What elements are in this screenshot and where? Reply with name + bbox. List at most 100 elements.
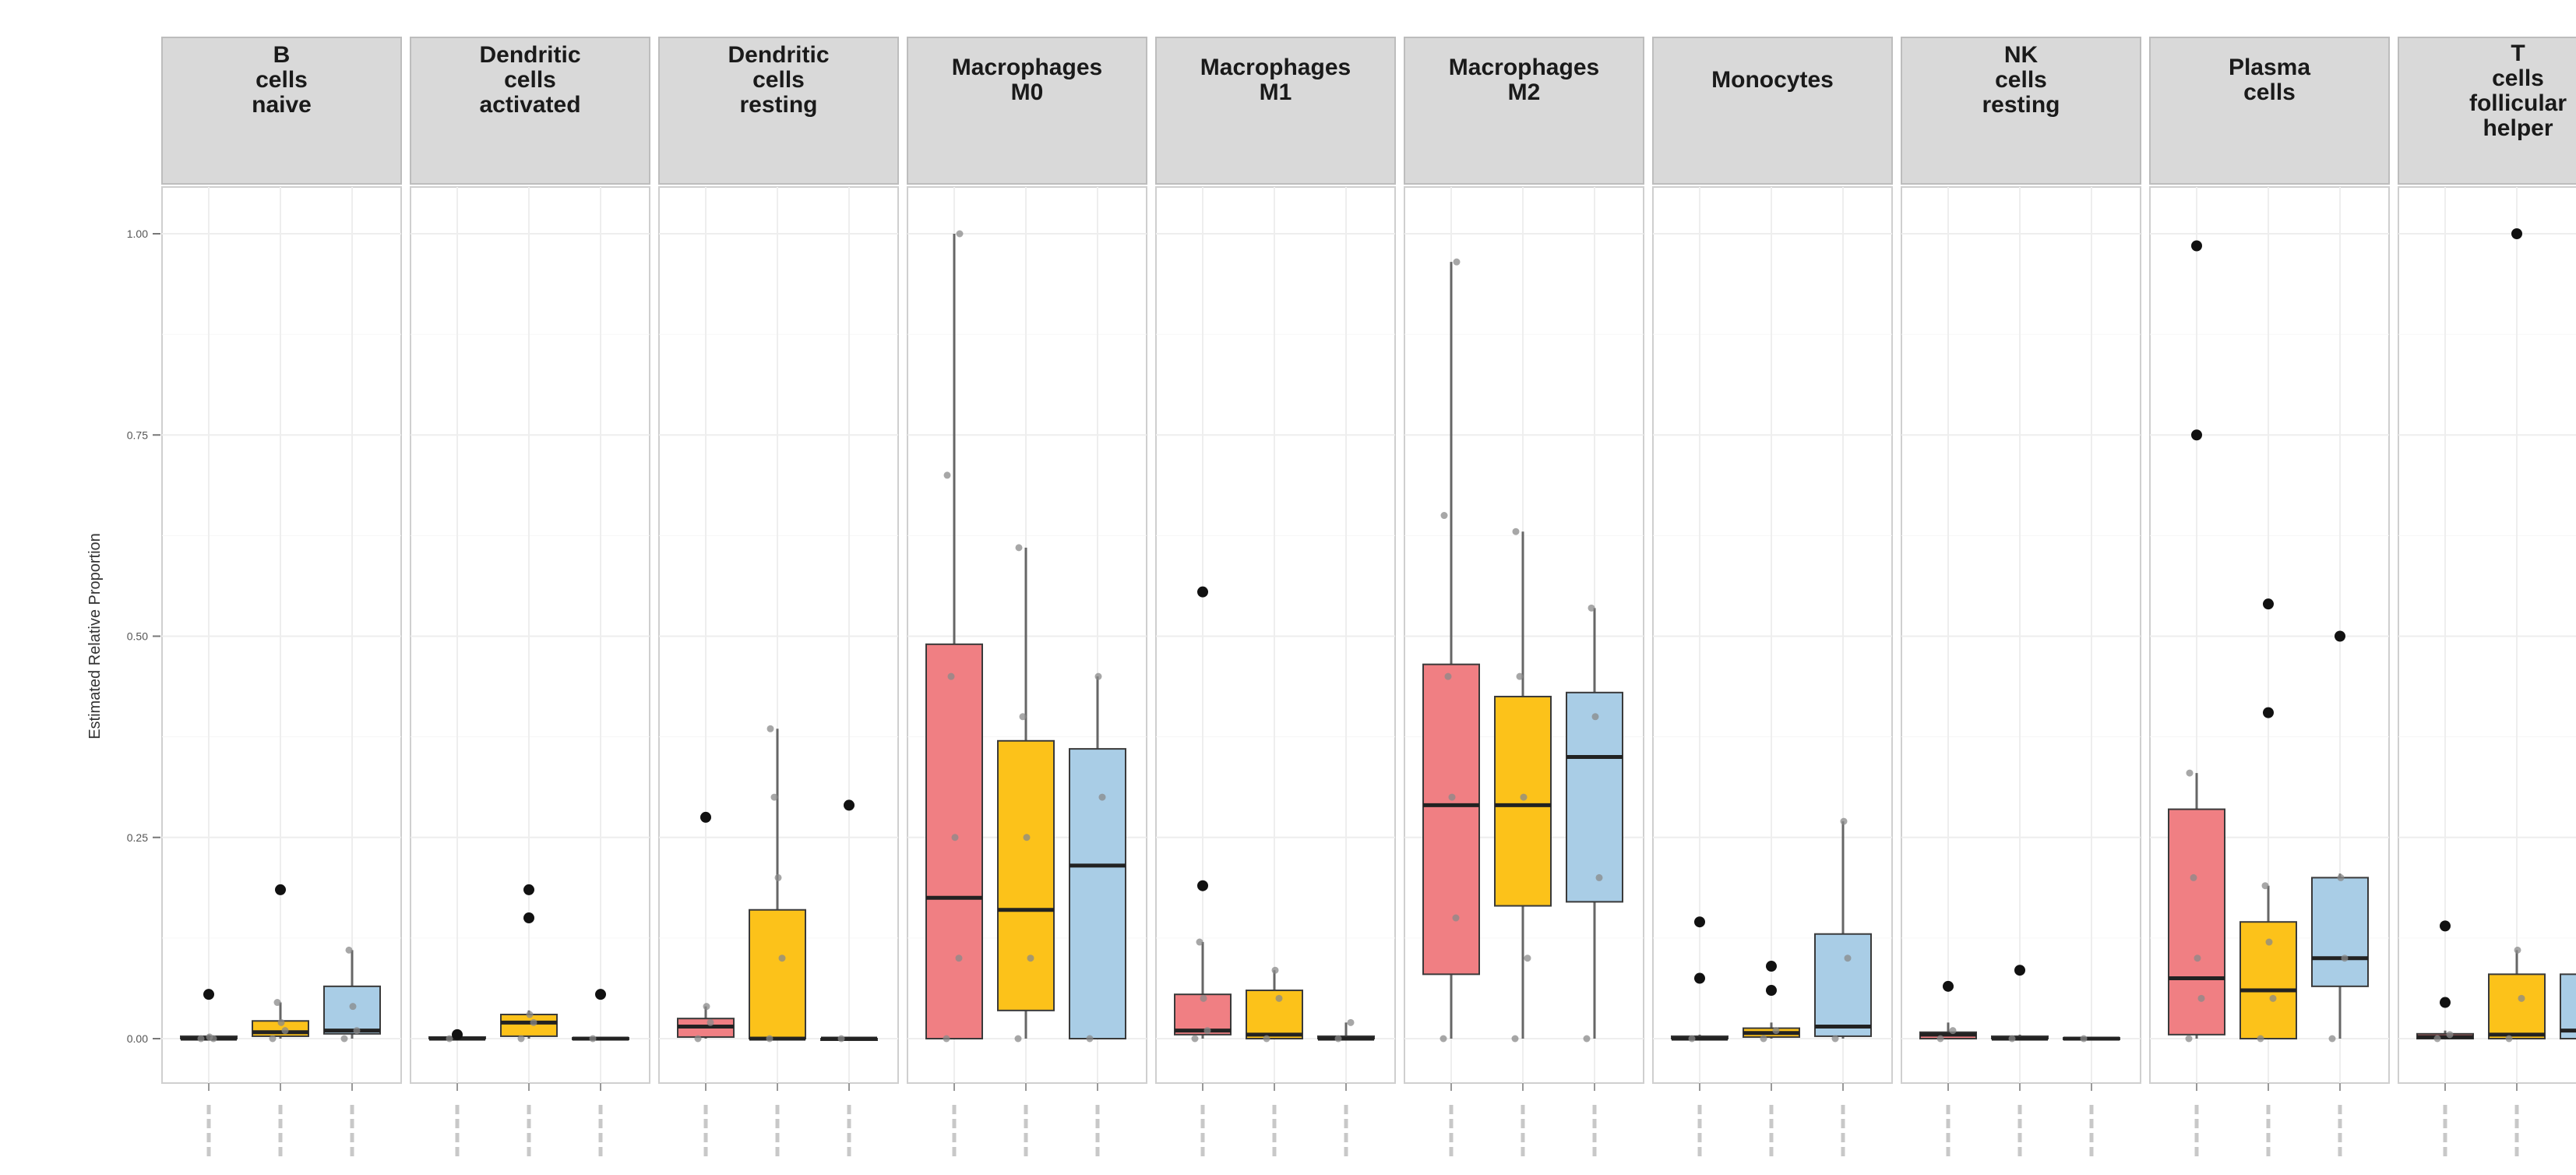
box-2 <box>1991 965 2049 1161</box>
jitter-point <box>943 471 951 479</box>
jitter-point <box>774 873 782 881</box>
box-1 <box>428 1029 486 1161</box>
box-2 <box>2488 228 2546 1161</box>
facet-strip <box>1155 37 1396 185</box>
box-1 <box>1422 258 1480 1161</box>
jitter-point <box>1840 817 1848 825</box>
jitter-point <box>1516 672 1524 680</box>
box-iqr <box>1494 695 1552 907</box>
y-tick-label: 0.00 <box>127 1032 148 1045</box>
jitter-point <box>1936 1035 1944 1043</box>
jitter-point <box>526 1011 534 1018</box>
jitter-point <box>1772 1027 1780 1035</box>
facet-plot-area <box>410 186 650 1084</box>
facet-strip <box>658 37 899 185</box>
facet-plot-area <box>1901 186 2141 1084</box>
jitter-point <box>2186 769 2194 777</box>
facet-panel: Dendritic cells resting <box>658 37 899 1161</box>
jitter-point <box>1015 544 1023 552</box>
facet-panel: NK cells resting <box>1901 37 2141 1161</box>
outlier-point <box>844 799 855 811</box>
outlier-point <box>2014 965 2025 976</box>
outlier-point <box>2440 997 2451 1008</box>
box-1 <box>1671 916 1728 1161</box>
jitter-point <box>517 1035 525 1043</box>
jitter-point <box>1347 1018 1355 1026</box>
jitter-point <box>837 1035 845 1043</box>
jitter-point <box>1524 954 1531 962</box>
jitter-point <box>2269 994 2277 1002</box>
jitter-point <box>943 1035 950 1043</box>
outlier-point <box>1197 880 1208 891</box>
outlier-point <box>275 884 286 895</box>
jitter-point <box>2265 938 2273 946</box>
jitter-point <box>1591 713 1599 721</box>
jitter-point <box>1196 938 1203 946</box>
jitter-point <box>1086 1035 1094 1043</box>
outlier-point <box>595 989 606 1000</box>
box-3 <box>2560 973 2576 1039</box>
outlier-point <box>1943 980 1954 992</box>
jitter-point <box>277 1018 285 1026</box>
facet-strip-label: Monocytes <box>1711 67 1834 93</box>
outlier-point <box>523 884 534 895</box>
jitter-point <box>694 1035 702 1043</box>
jitter-point <box>1019 713 1027 721</box>
outlier-point <box>2511 228 2522 239</box>
box-1 <box>1174 586 1232 1161</box>
facet-strip <box>1652 37 1893 185</box>
jitter-point <box>2505 1035 2513 1043</box>
box-1 <box>1919 980 1977 1161</box>
jitter-point <box>2194 954 2201 962</box>
jitter-point <box>1688 1035 1696 1043</box>
jitter-point <box>1452 914 1460 922</box>
facet-plot-area <box>2398 186 2576 1084</box>
box-3 <box>2063 1035 2120 1161</box>
jitter-point <box>1448 793 1456 801</box>
jitter-point <box>197 1035 205 1043</box>
y-tick-label: 1.00 <box>127 228 148 240</box>
box-iqr <box>1566 691 1623 903</box>
outlier-point <box>2191 429 2202 441</box>
jitter-point <box>2341 954 2349 962</box>
jitter-point <box>1440 1035 1447 1043</box>
facet-panel: Macrophages M2 <box>1404 37 1644 1161</box>
facet-panel: Macrophages M0 <box>907 37 1147 1161</box>
outlier-point <box>203 989 214 1000</box>
y-tick-label: 0.25 <box>127 831 148 844</box>
outlier-point <box>2191 240 2202 252</box>
box-3 <box>572 989 629 1161</box>
y-axis: 0.00 0.25 0.50 0.75 1.00 <box>127 228 160 1045</box>
facet-plot-area <box>1155 186 1396 1084</box>
facet-strip-label: Dendritic cells activated <box>479 42 580 118</box>
jitter-point <box>2257 1035 2264 1043</box>
facet-strip-label: Macrophages M1 <box>1200 55 1351 105</box>
jitter-point <box>2518 994 2525 1002</box>
box-iqr <box>323 985 381 1035</box>
box-2 <box>2239 598 2297 1161</box>
box-2 <box>1494 528 1552 1161</box>
y-tick-label: 0.50 <box>127 630 148 643</box>
box-2 <box>252 884 309 1161</box>
jitter-point <box>2008 1035 2016 1043</box>
jitter-point <box>707 1018 714 1026</box>
jitter-point <box>345 946 353 954</box>
box-3 <box>1566 604 1623 1161</box>
box-1 <box>2416 920 2474 1161</box>
jitter-point <box>766 725 774 732</box>
outlier-point <box>1694 916 1705 928</box>
jitter-point <box>2433 1035 2441 1043</box>
jitter-point <box>1511 1035 1519 1043</box>
box-1 <box>2168 240 2225 1161</box>
jitter-point <box>1444 672 1452 680</box>
facet-panel: Macrophages M1 <box>1155 37 1396 1161</box>
jitter-point <box>340 1035 348 1043</box>
outlier-point <box>1766 985 1777 997</box>
jitter-point <box>1275 994 1283 1002</box>
jitter-point <box>1760 1035 1767 1043</box>
box-iqr <box>500 1014 558 1037</box>
